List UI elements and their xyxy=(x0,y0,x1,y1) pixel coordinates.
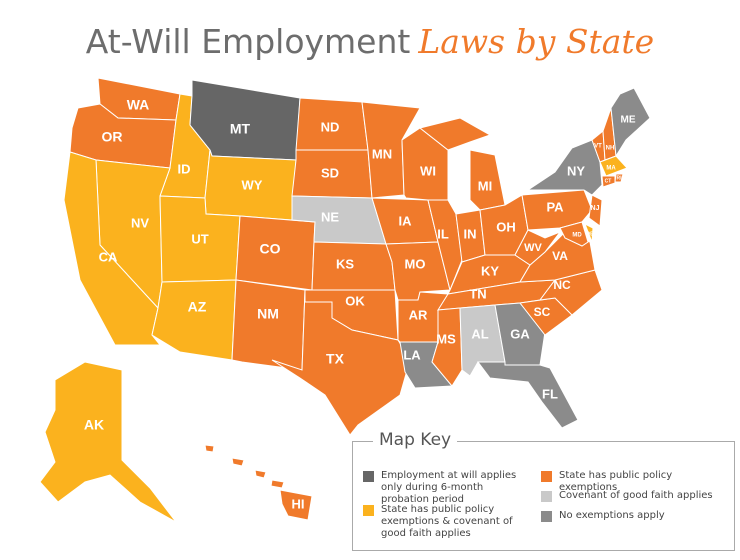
state-label: MA xyxy=(606,166,616,172)
map-key-label: State has public policy exemptions & cov… xyxy=(381,504,513,539)
state-label: OH xyxy=(496,219,516,234)
state-label: WV xyxy=(524,242,542,254)
state xyxy=(63,151,162,346)
state-label: CA xyxy=(99,249,118,264)
state-label: NH xyxy=(606,146,615,152)
state-label: OR xyxy=(102,129,123,145)
state-label: ME xyxy=(621,115,636,126)
state-label: MO xyxy=(405,256,426,271)
state xyxy=(519,231,596,283)
state-label: MI xyxy=(478,178,492,193)
state-label: IA xyxy=(399,213,413,228)
state-label: CT xyxy=(605,178,612,184)
state-label: NM xyxy=(257,306,279,322)
map-key: Map Key Employment at will applies only … xyxy=(352,430,735,551)
map-key-item: Employment at will applies only during 6… xyxy=(363,470,528,506)
state-label: MT xyxy=(230,121,251,137)
map-key-swatch xyxy=(541,491,552,502)
map-key-swatch xyxy=(363,471,374,482)
state-label: WI xyxy=(420,163,436,178)
map-key-item: No exemptions apply xyxy=(541,510,721,522)
state-label: KY xyxy=(481,263,499,278)
state-label: PA xyxy=(546,199,564,214)
title-accent: Laws by State xyxy=(418,22,655,61)
state-label: ID xyxy=(178,161,191,176)
state xyxy=(231,279,306,371)
state-label: NY xyxy=(567,163,585,178)
state-label: FL xyxy=(542,386,558,401)
map-key-swatch xyxy=(541,471,552,482)
state xyxy=(559,221,589,247)
state xyxy=(599,155,628,177)
map-key-item: State has public policy exemptions xyxy=(541,470,721,494)
state-label: SD xyxy=(321,165,339,180)
state-label: VT xyxy=(594,144,602,150)
state-label: ND xyxy=(321,119,340,134)
state-label: AZ xyxy=(188,299,207,315)
state-label: IN xyxy=(464,226,477,241)
state-label: OK xyxy=(345,293,365,308)
state-label: CO xyxy=(260,241,281,257)
state-label: MN xyxy=(372,146,392,161)
state-label: TX xyxy=(326,351,345,367)
map-key-swatch xyxy=(363,505,374,516)
state-label: TN xyxy=(469,286,486,301)
state-label: LA xyxy=(403,347,421,362)
state-label: WA xyxy=(127,97,150,113)
map-key-label: No exemptions apply xyxy=(559,510,665,521)
map-key-label: Covenant of good faith applies xyxy=(559,490,713,501)
state-label: IL xyxy=(437,226,449,241)
state xyxy=(526,139,603,196)
state xyxy=(584,222,594,243)
state-label: NJ xyxy=(591,205,600,212)
map-key-label: Employment at will applies only during 6… xyxy=(381,470,517,505)
state-label: WY xyxy=(242,177,263,192)
state-label: SC xyxy=(534,305,551,319)
state-label: MD xyxy=(572,233,582,239)
map-key-label: State has public policy exemptions xyxy=(559,470,673,493)
state-label: MS xyxy=(436,331,456,346)
state xyxy=(39,361,177,523)
map-key-swatch xyxy=(541,511,552,522)
state-label: VA xyxy=(552,249,568,263)
state-label: AL xyxy=(471,326,488,341)
map-key-title: Map Key xyxy=(373,430,458,450)
title-main: At-Will Employment xyxy=(85,22,411,61)
state-label: RI xyxy=(617,175,623,181)
state-label: NV xyxy=(131,215,149,230)
state xyxy=(588,194,603,227)
state-label: NC xyxy=(553,278,571,292)
state-label: DE xyxy=(587,231,595,237)
state xyxy=(271,289,411,436)
state xyxy=(204,444,313,521)
state-label: NE xyxy=(321,209,339,224)
state-label: AR xyxy=(409,307,428,322)
state-label: AK xyxy=(84,417,104,433)
state-label: GA xyxy=(510,326,530,341)
state xyxy=(477,361,579,429)
title: At-Will Employment Laws by State xyxy=(0,22,740,61)
state-label: KS xyxy=(336,256,354,271)
state-label: HI xyxy=(292,496,305,511)
map-key-item: Covenant of good faith applies xyxy=(541,490,721,502)
state xyxy=(601,175,616,188)
state-label: UT xyxy=(191,231,208,246)
state xyxy=(151,279,237,361)
map-key-item: State has public policy exemptions & cov… xyxy=(363,504,528,540)
